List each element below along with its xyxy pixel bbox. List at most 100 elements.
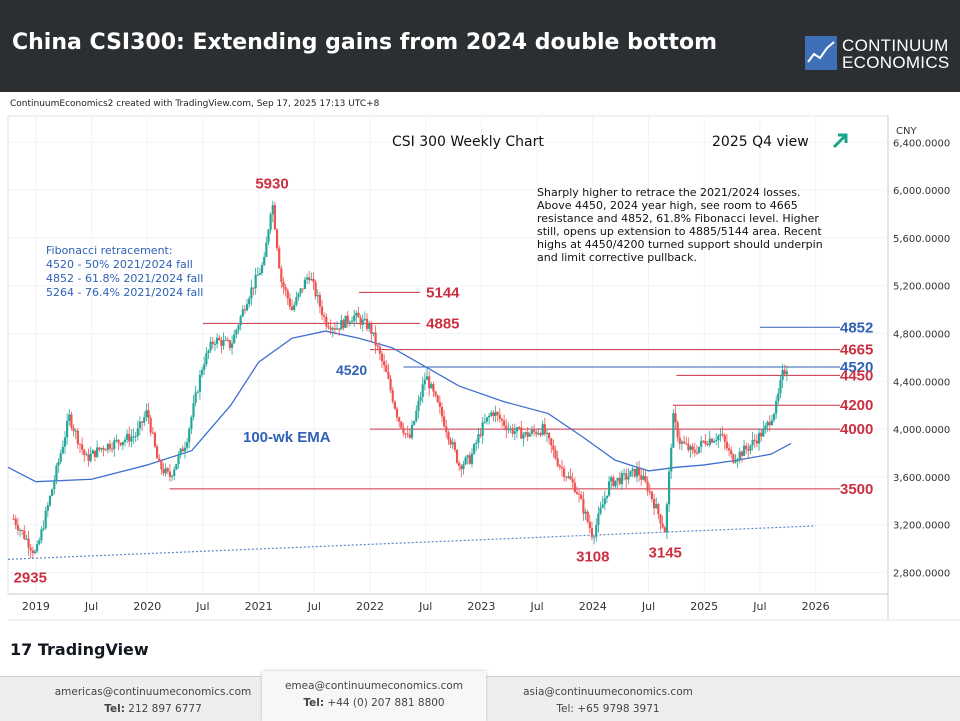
candle-body bbox=[447, 432, 450, 440]
contact-email[interactable]: emea@continuumeconomics.com bbox=[284, 680, 464, 692]
contact-email[interactable]: asia@continuumeconomics.com bbox=[523, 686, 693, 698]
candle-body bbox=[646, 481, 649, 492]
candle-body bbox=[477, 434, 480, 443]
candle-body bbox=[610, 477, 613, 482]
candle-body bbox=[556, 458, 559, 466]
candle-body bbox=[580, 494, 583, 500]
candle-body bbox=[727, 448, 731, 451]
candle-body bbox=[687, 443, 690, 451]
level-label: 3500 bbox=[840, 481, 873, 498]
candle-body bbox=[753, 439, 756, 441]
candle-body bbox=[153, 432, 157, 447]
candle-body bbox=[715, 440, 718, 442]
candle-body bbox=[661, 523, 664, 528]
x-tick-label: Jul bbox=[752, 600, 766, 613]
candle-body bbox=[483, 421, 486, 423]
page-title: China CSI300: Extending gains from 2024 … bbox=[12, 30, 718, 55]
logo-text-line1: CONTINUUM bbox=[842, 36, 949, 55]
candle-body bbox=[260, 264, 264, 274]
candle-body bbox=[111, 448, 114, 450]
candle-body bbox=[361, 319, 364, 325]
candle-body bbox=[421, 384, 424, 398]
footer: americas@continuumeconomics.com Tel: 212… bbox=[0, 671, 960, 721]
candle-body bbox=[620, 473, 624, 485]
tradingview-logo: 𝟭𝟳 TradingView bbox=[10, 640, 149, 659]
candle-body bbox=[402, 427, 405, 434]
contact-email[interactable]: americas@continuumeconomics.com bbox=[54, 686, 252, 698]
candle-body bbox=[91, 450, 94, 454]
candle-body bbox=[413, 421, 416, 425]
candle-body bbox=[494, 412, 497, 416]
candle-body bbox=[278, 248, 281, 269]
chart-credit: ContinuumEconomics2 created with Trading… bbox=[10, 99, 380, 109]
support-trendline bbox=[7, 525, 816, 560]
candle-body bbox=[275, 229, 279, 249]
candle-body bbox=[453, 442, 456, 450]
candle-body bbox=[23, 530, 26, 539]
ema-line bbox=[7, 330, 792, 483]
price-annotation: 5930 bbox=[255, 175, 288, 192]
candle-body bbox=[700, 440, 703, 447]
candle-body bbox=[136, 428, 139, 437]
candle-body bbox=[391, 390, 394, 402]
candle-body bbox=[618, 477, 621, 485]
candle-body bbox=[173, 469, 176, 476]
x-tick-label: Jul bbox=[529, 600, 543, 613]
level-label: 4520 bbox=[840, 359, 873, 376]
x-tick-label: 2024 bbox=[579, 600, 607, 613]
candle-body bbox=[355, 312, 358, 316]
candle-body bbox=[220, 340, 223, 346]
candle-body bbox=[27, 538, 30, 548]
candle-body bbox=[104, 449, 107, 451]
y-tick-label: 6,000.0000 bbox=[893, 186, 950, 197]
candle-body bbox=[370, 323, 373, 334]
candle-body bbox=[149, 417, 152, 433]
candle-body bbox=[318, 295, 321, 307]
candle-body bbox=[93, 450, 97, 458]
candle-body bbox=[305, 277, 309, 280]
candle-body bbox=[552, 445, 555, 451]
contact-phone: Tel: +65 9798 3971 bbox=[556, 703, 660, 715]
candle-body bbox=[254, 274, 257, 289]
candle-body bbox=[286, 290, 289, 299]
candle-body bbox=[730, 450, 733, 455]
candle-body bbox=[85, 454, 88, 456]
candle-body bbox=[520, 427, 523, 439]
candle-body bbox=[179, 448, 182, 455]
candle-body bbox=[670, 447, 673, 472]
candle-body bbox=[697, 446, 701, 453]
y-tick-label: 6,400.0000 bbox=[893, 138, 950, 149]
candle-body bbox=[25, 538, 28, 540]
candle-body bbox=[398, 417, 401, 422]
candle-body bbox=[530, 430, 534, 434]
candle-body bbox=[372, 332, 375, 334]
currency-label: CNY bbox=[896, 126, 917, 137]
candle-body bbox=[667, 471, 671, 505]
candle-body bbox=[612, 477, 615, 487]
x-tick-label: Jul bbox=[195, 600, 209, 613]
level-label: 5144 bbox=[426, 284, 460, 301]
candle-body bbox=[211, 341, 214, 344]
candle-body bbox=[672, 413, 675, 448]
candle-body bbox=[599, 508, 602, 514]
candle-body bbox=[423, 379, 426, 385]
candle-body bbox=[682, 441, 686, 444]
candle-body bbox=[175, 464, 178, 470]
candle-body bbox=[393, 401, 396, 409]
candle-body bbox=[346, 315, 349, 323]
candle-body bbox=[777, 393, 780, 401]
candle-body bbox=[528, 433, 531, 437]
candle-body bbox=[61, 446, 64, 454]
candle-body bbox=[226, 339, 229, 341]
candle-body bbox=[492, 412, 495, 416]
candle-body bbox=[316, 295, 319, 297]
candle-body bbox=[766, 421, 769, 426]
candle-body bbox=[770, 420, 773, 426]
candle-body bbox=[629, 470, 632, 477]
candle-body bbox=[783, 369, 786, 375]
candle-body bbox=[51, 489, 54, 496]
candle-body bbox=[428, 376, 431, 389]
candle-body bbox=[496, 412, 499, 415]
candle-body bbox=[98, 447, 101, 450]
candle-body bbox=[747, 449, 750, 451]
